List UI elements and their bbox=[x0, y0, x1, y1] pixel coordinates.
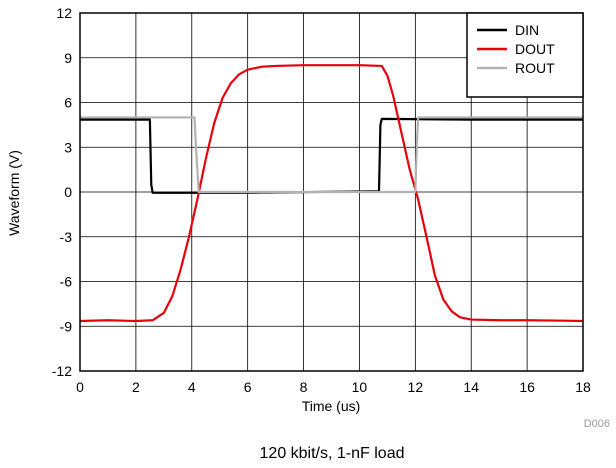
legend-label: ROUT bbox=[515, 60, 555, 76]
series-line-din bbox=[80, 117, 583, 194]
y-tick-labels: 12 9 6 3 0 -3 -6 -9 -12 bbox=[52, 5, 72, 379]
x-tick-label: 14 bbox=[463, 379, 479, 395]
y-tick-label: -12 bbox=[52, 363, 72, 379]
y-tick-label: -6 bbox=[60, 274, 73, 290]
series-line-dout bbox=[79, 64, 584, 323]
figure-id: D006 bbox=[584, 418, 610, 430]
plot-frame bbox=[79, 12, 584, 372]
x-tick-label: 6 bbox=[244, 379, 252, 395]
y-tick-label: 3 bbox=[64, 139, 72, 155]
legend-label: DOUT bbox=[515, 41, 555, 57]
y-tick-label: -9 bbox=[60, 318, 73, 334]
y-tick-label: 6 bbox=[64, 95, 72, 111]
caption: 120 kbit/s, 1-nF load bbox=[260, 445, 405, 462]
x-axis-title: Time (us) bbox=[302, 398, 361, 414]
y-tick-label: 12 bbox=[56, 5, 72, 21]
legend: DIN DOUT ROUT bbox=[466, 12, 584, 98]
y-tick-label: 0 bbox=[64, 184, 72, 200]
y-tick-label: 9 bbox=[64, 50, 72, 66]
x-tick-label: 10 bbox=[352, 379, 368, 395]
x-tick-label: 16 bbox=[519, 379, 535, 395]
x-tick-label: 4 bbox=[188, 379, 196, 395]
legend-box bbox=[466, 12, 584, 98]
legend-label: DIN bbox=[515, 22, 539, 38]
series-line-rout bbox=[80, 116, 583, 194]
x-tick-label: 12 bbox=[408, 379, 424, 395]
y-axis-title: Waveform (V) bbox=[6, 150, 22, 236]
series-layer bbox=[79, 64, 584, 323]
x-tick-labels: 0 2 4 6 8 10 12 14 16 18 bbox=[76, 379, 591, 395]
x-tick-label: 0 bbox=[76, 379, 84, 395]
x-tick-label: 2 bbox=[132, 379, 140, 395]
y-tick-label: -3 bbox=[60, 229, 73, 245]
x-tick-label: 8 bbox=[300, 379, 308, 395]
x-tick-label: 18 bbox=[575, 379, 591, 395]
